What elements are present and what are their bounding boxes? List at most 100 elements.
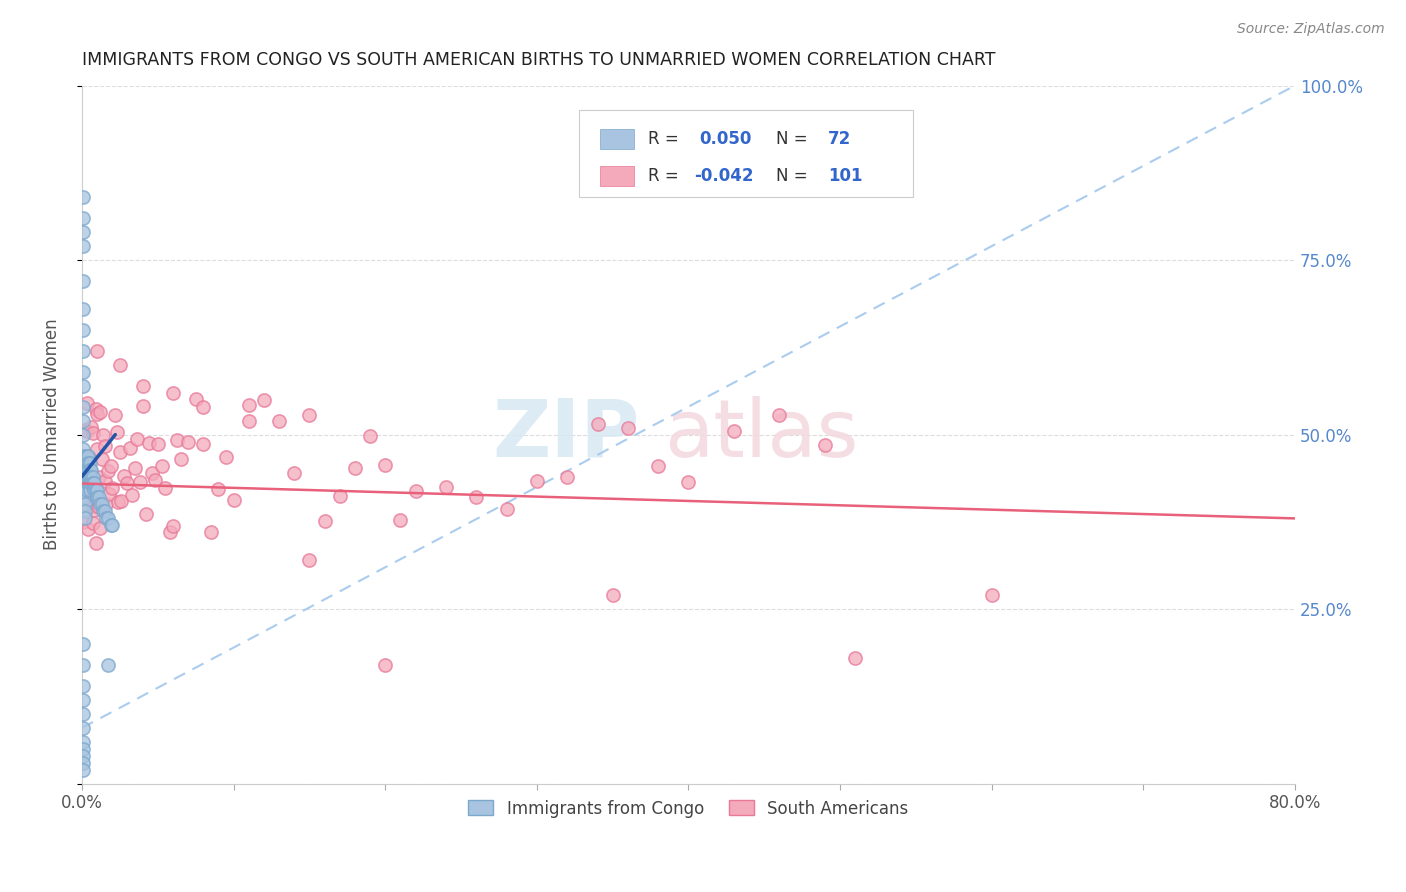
FancyBboxPatch shape	[579, 110, 912, 197]
Point	[86, 343, 108, 358]
Point	[586, 417, 609, 432]
Point	[72, 637, 94, 651]
Point	[79, 462, 101, 476]
Point	[193, 437, 215, 451]
Point	[79, 451, 101, 466]
Point	[146, 437, 169, 451]
Point	[97, 511, 120, 525]
Point	[193, 400, 215, 414]
Point	[72, 400, 94, 414]
Point	[73, 424, 96, 438]
Point	[150, 459, 173, 474]
Point	[72, 658, 94, 673]
Point	[72, 456, 94, 470]
Point	[101, 518, 124, 533]
Point	[76, 456, 98, 470]
Point	[73, 476, 96, 491]
Point	[359, 429, 381, 443]
Point	[76, 396, 98, 410]
Point	[298, 553, 321, 567]
Point	[72, 721, 94, 735]
Point	[79, 483, 101, 498]
Point	[72, 741, 94, 756]
Text: 0.050: 0.050	[699, 130, 752, 148]
Point	[617, 421, 640, 435]
Point	[222, 492, 245, 507]
Y-axis label: Births to Unmarried Women: Births to Unmarried Women	[44, 318, 60, 550]
Point	[97, 658, 120, 673]
Point	[72, 679, 94, 693]
Point	[814, 438, 837, 452]
Point	[159, 525, 181, 540]
Text: 72: 72	[828, 130, 851, 148]
Point	[73, 478, 96, 492]
Point	[238, 398, 260, 412]
Point	[374, 658, 396, 673]
Point	[90, 498, 112, 512]
Point	[117, 476, 139, 491]
Point	[80, 420, 103, 434]
Point	[96, 497, 118, 511]
Legend: Immigrants from Congo, South Americans: Immigrants from Congo, South Americans	[461, 793, 915, 824]
Point	[72, 274, 94, 288]
Point	[79, 469, 101, 483]
Point	[77, 456, 100, 470]
Point	[72, 515, 94, 529]
Point	[72, 301, 94, 316]
Point	[79, 476, 101, 491]
Point	[73, 498, 96, 512]
Point	[82, 499, 104, 513]
Point	[283, 467, 305, 481]
Point	[124, 461, 146, 475]
Point	[104, 409, 127, 423]
Point	[495, 502, 517, 516]
Point	[200, 524, 222, 539]
Text: R =: R =	[648, 130, 685, 148]
Point	[96, 511, 118, 525]
Point	[80, 486, 103, 500]
Point	[77, 462, 100, 476]
Point	[90, 452, 112, 467]
Point	[79, 469, 101, 483]
Point	[76, 483, 98, 498]
Point	[120, 441, 142, 455]
Text: IMMIGRANTS FROM CONGO VS SOUTH AMERICAN BIRTHS TO UNMARRIED WOMEN CORRELATION CH: IMMIGRANTS FROM CONGO VS SOUTH AMERICAN …	[82, 51, 995, 69]
Point	[72, 748, 94, 763]
Point	[83, 483, 105, 498]
Point	[86, 407, 108, 421]
Point	[647, 459, 669, 474]
Point	[100, 458, 122, 473]
Point	[298, 408, 321, 422]
Point	[83, 502, 105, 516]
Point	[253, 393, 276, 408]
Point	[77, 522, 100, 536]
Point	[108, 358, 131, 372]
Point	[72, 469, 94, 483]
Point	[314, 514, 336, 528]
Point	[110, 493, 132, 508]
Point	[72, 693, 94, 707]
Point	[267, 414, 290, 428]
Point	[87, 500, 110, 515]
Point	[72, 414, 94, 428]
Point	[980, 588, 1002, 602]
Point	[86, 483, 108, 498]
Point	[77, 476, 100, 491]
Point	[83, 476, 105, 491]
Point	[155, 482, 177, 496]
Point	[465, 491, 488, 505]
Point	[72, 706, 94, 721]
Point	[76, 462, 98, 476]
Point	[77, 455, 100, 469]
Point	[72, 462, 94, 476]
Bar	[600, 129, 634, 149]
Point	[131, 399, 153, 413]
Point	[555, 470, 578, 484]
Point	[105, 425, 128, 439]
Point	[72, 343, 94, 358]
Point	[89, 498, 111, 512]
Point	[121, 488, 143, 502]
Point	[80, 469, 103, 483]
Text: 101: 101	[828, 167, 862, 185]
Text: ZIP: ZIP	[492, 396, 640, 474]
